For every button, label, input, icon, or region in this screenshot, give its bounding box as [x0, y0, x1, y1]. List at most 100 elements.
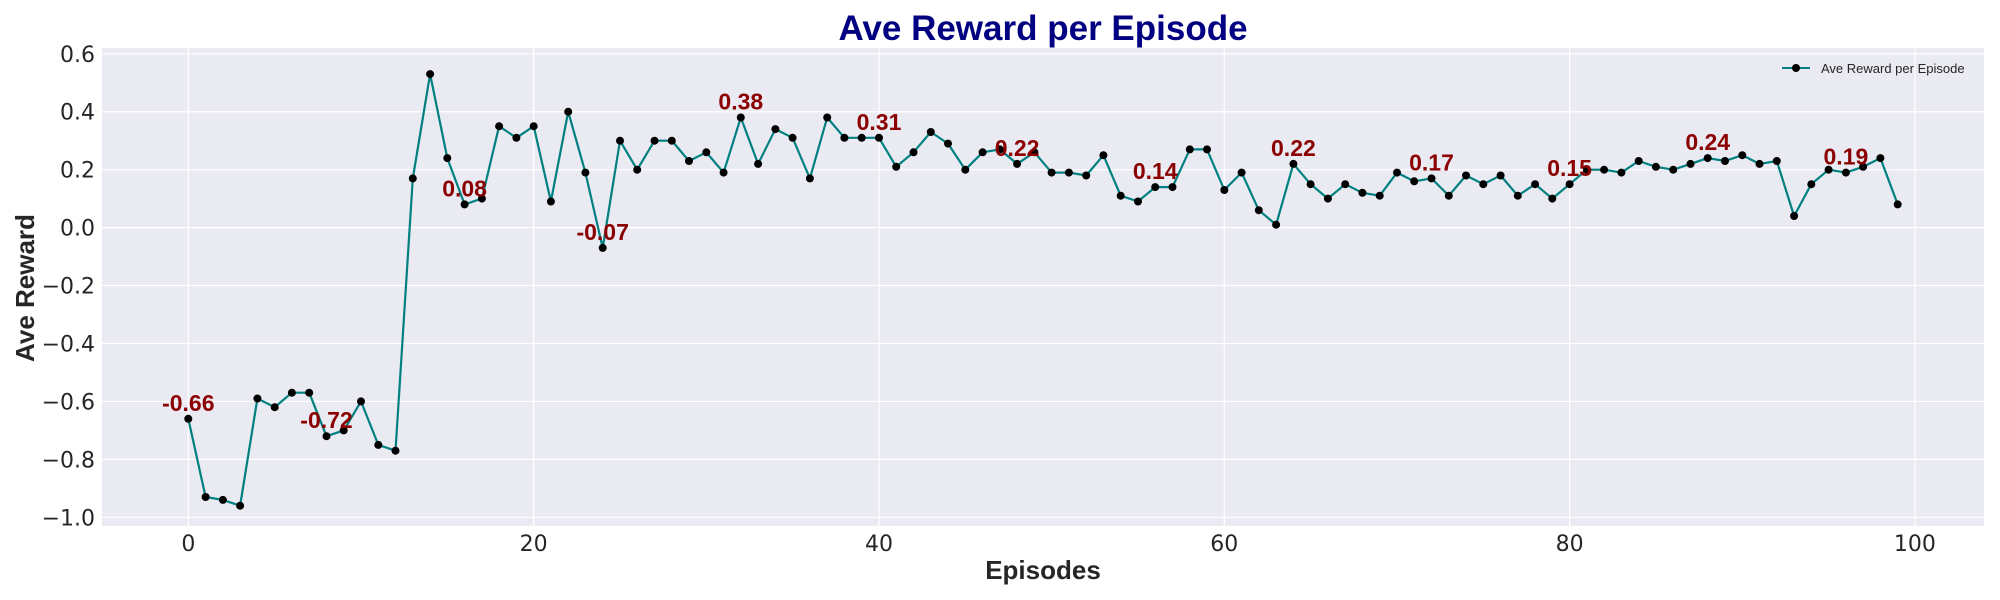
data-point: [754, 159, 763, 168]
data-point: [805, 174, 814, 183]
y-tick-label: 0.4: [60, 101, 95, 126]
data-point: [840, 133, 849, 142]
data-point: [823, 113, 832, 122]
data-point: [1134, 197, 1142, 206]
data-point: [1617, 168, 1626, 177]
data-point: [788, 133, 797, 142]
data-point: [1030, 148, 1039, 157]
data-point: [857, 133, 866, 142]
data-label: 0.08: [442, 175, 487, 201]
data-point: [1841, 168, 1850, 177]
data-point: [1375, 191, 1384, 200]
data-point: [1013, 159, 1022, 168]
data-point: [1393, 168, 1401, 177]
data-point: [1807, 180, 1816, 189]
data-point: [1341, 180, 1350, 189]
data-point: [1859, 162, 1868, 171]
data-point: [1669, 165, 1678, 174]
data-point: [685, 157, 693, 165]
data-point: [1306, 180, 1315, 189]
data-point: [581, 168, 590, 177]
data-point: [1703, 154, 1712, 163]
data-point: [1548, 194, 1557, 203]
data-label: 0.31: [857, 109, 902, 135]
data-point: [477, 194, 486, 203]
data-point: [564, 107, 573, 116]
data-label: 0.24: [1685, 129, 1730, 155]
data-point: [926, 128, 935, 136]
y-tick-labels: −1.0 −0.8 −0.6 −0.4 −0.2 0.0 0.2 0.4 0.6: [42, 43, 95, 532]
data-point: [1220, 186, 1229, 194]
data-point: [1513, 191, 1522, 200]
data-point: [357, 397, 365, 406]
data-point: [1254, 206, 1263, 215]
data-point: [339, 426, 348, 435]
data-point: [218, 495, 227, 504]
data-point: [1047, 168, 1056, 177]
data-point: [995, 145, 1004, 154]
series-line: [187, 72, 1899, 507]
data-point: [598, 243, 607, 252]
x-tick-labels: 0 20 40 60 80 100: [181, 532, 1936, 557]
y-tick-label: −0.8: [42, 448, 95, 473]
data-point: [616, 136, 624, 145]
data-point: [771, 125, 780, 134]
x-tick-label: 80: [1556, 532, 1584, 557]
data-point: [719, 168, 728, 177]
data-point: [1738, 151, 1747, 160]
data-point: [426, 70, 435, 79]
data-point: [1358, 188, 1367, 197]
data-point: [961, 165, 970, 174]
data-point: [1824, 165, 1833, 174]
data-point: [1237, 168, 1246, 177]
data-point: [1116, 191, 1125, 200]
data-point: [236, 501, 245, 510]
chart-title: Ave Reward per Episode: [838, 9, 1247, 48]
data-point: [1790, 212, 1799, 220]
data-label: 0.14: [1133, 158, 1178, 184]
y-tick-label: 0.0: [60, 217, 95, 242]
data-point: [287, 388, 296, 397]
data-point: [1600, 165, 1609, 174]
data-point: [391, 446, 400, 455]
data-point: [633, 165, 642, 174]
series-layer: [184, 70, 1902, 510]
legend-marker-swatch: [1792, 64, 1800, 72]
data-point: [892, 162, 901, 171]
data-point: [1565, 180, 1574, 189]
data-label: 0.38: [718, 89, 763, 115]
y-tick-label: −0.6: [42, 390, 95, 415]
data-point: [408, 174, 417, 183]
data-point: [978, 148, 987, 157]
data-point: [702, 148, 711, 157]
data-point: [1893, 200, 1902, 209]
x-tick-label: 20: [520, 532, 548, 557]
x-tick-label: 60: [1210, 532, 1238, 557]
data-point: [1289, 159, 1298, 168]
data-point: [667, 136, 676, 145]
data-point: [1151, 183, 1160, 192]
data-point: [184, 414, 193, 423]
data-point: [1410, 177, 1419, 186]
y-tick-label: −1.0: [42, 506, 95, 531]
data-point: [1272, 220, 1281, 229]
data-point: [529, 122, 538, 131]
data-point: [1444, 191, 1453, 200]
data-point: [1582, 165, 1591, 174]
x-tick-label: 40: [865, 532, 893, 557]
data-point: [1634, 157, 1643, 165]
data-label: 0.17: [1409, 149, 1454, 175]
plot-area: [102, 48, 1984, 526]
data-point: [460, 200, 469, 209]
y-tick-label: 0.6: [60, 43, 95, 68]
data-point: [305, 388, 314, 397]
data-point: [374, 440, 383, 449]
data-label: 0.19: [1824, 144, 1869, 170]
data-point: [322, 432, 331, 441]
data-point: [736, 113, 745, 122]
data-label: 0.22: [995, 135, 1040, 161]
data-label: 0.22: [1271, 135, 1316, 161]
data-point: [1168, 183, 1177, 192]
y-tick-label: −0.4: [42, 332, 95, 357]
